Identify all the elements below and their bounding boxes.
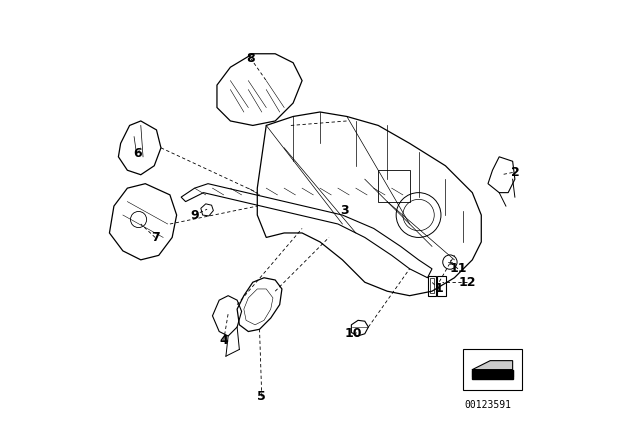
Text: 2: 2 <box>511 166 519 179</box>
Text: 5: 5 <box>257 390 266 403</box>
Text: 00123591: 00123591 <box>465 401 511 410</box>
Text: 11: 11 <box>449 262 467 276</box>
Text: 1: 1 <box>435 282 443 296</box>
Bar <box>472 370 513 379</box>
Polygon shape <box>472 361 513 370</box>
Text: 9: 9 <box>190 208 199 222</box>
Text: 10: 10 <box>345 327 362 340</box>
Text: 12: 12 <box>458 276 476 289</box>
Text: 8: 8 <box>246 52 255 65</box>
Text: 7: 7 <box>151 231 159 244</box>
Text: 4: 4 <box>220 334 228 347</box>
Text: 3: 3 <box>340 204 349 217</box>
Text: 6: 6 <box>133 146 142 160</box>
